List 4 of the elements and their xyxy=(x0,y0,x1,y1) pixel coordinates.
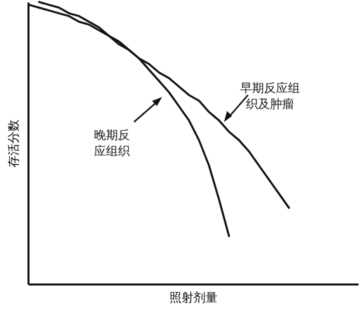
x-axis-title: 照射剂量 xyxy=(170,290,218,304)
y-axis-title: 存活分数 xyxy=(6,120,20,168)
annotation: 早期反应组织及肿瘤 xyxy=(240,81,300,111)
annotation: 晚期反应组织 xyxy=(94,128,130,158)
